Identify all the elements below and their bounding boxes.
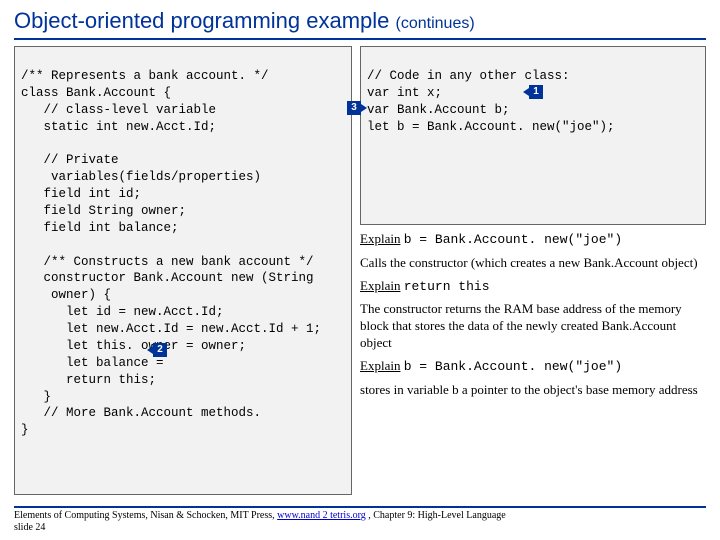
code-right-text: // Code in any other class: var int x; v… xyxy=(367,69,615,134)
left-column: /** Represents a bank account. */ class … xyxy=(14,46,352,495)
explain-1-code: b = Bank.Account. new("joe") xyxy=(404,232,622,247)
footer-text-2: , Chapter 9: High-Level Language xyxy=(366,510,506,521)
code-box-left: /** Represents a bank account. */ class … xyxy=(14,46,352,495)
callout-2-arrow xyxy=(147,346,153,354)
explain-5-label: Explain xyxy=(360,358,400,373)
explain-1: Explain b = Bank.Account. new("joe") xyxy=(360,231,706,249)
title-continues: (continues) xyxy=(396,15,475,32)
callout-2: 2 xyxy=(153,343,167,357)
code-box-right: // Code in any other class: var int x; v… xyxy=(360,46,706,225)
right-column: // Code in any other class: var int x; v… xyxy=(360,46,706,495)
title-rule xyxy=(14,38,706,40)
explain-3-label: Explain xyxy=(360,278,400,293)
explain-2: Calls the constructor (which creates a n… xyxy=(360,255,706,272)
callout-3: 3 xyxy=(347,101,361,115)
slide-title: Object-oriented programming example (con… xyxy=(14,8,706,38)
explain-1-label: Explain xyxy=(360,231,400,246)
footer-text-1: Elements of Computing Systems, Nisan & S… xyxy=(14,510,277,521)
explain-3: Explain return this xyxy=(360,278,706,296)
explain-6: stores in variable b a pointer to the ob… xyxy=(360,382,706,399)
explain-5-code: b = Bank.Account. new("joe") xyxy=(404,359,622,374)
slide-container: Object-oriented programming example (con… xyxy=(0,0,720,540)
explain-3-code: return this xyxy=(404,279,490,294)
title-main: Object-oriented programming example xyxy=(14,8,389,33)
explain-4: The constructor returns the RAM base add… xyxy=(360,301,706,352)
callout-3-arrow xyxy=(361,104,367,112)
content-columns: /** Represents a bank account. */ class … xyxy=(14,46,706,495)
code-left-text: /** Represents a bank account. */ class … xyxy=(21,69,321,437)
callout-1-arrow xyxy=(523,88,529,96)
footer-link[interactable]: www.nand 2 tetris.org xyxy=(277,510,366,521)
footer-slide-num: slide 24 xyxy=(14,522,45,533)
footer: Elements of Computing Systems, Nisan & S… xyxy=(14,506,706,534)
callout-1: 1 xyxy=(529,85,543,99)
explain-5: Explain b = Bank.Account. new("joe") xyxy=(360,358,706,376)
